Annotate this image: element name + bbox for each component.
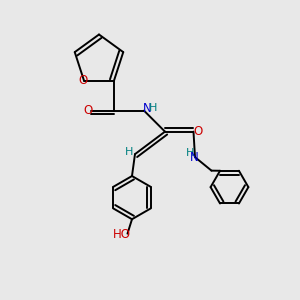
Text: N: N — [143, 102, 152, 115]
Text: O: O — [193, 125, 202, 138]
Text: H: H — [149, 103, 157, 113]
Text: H: H — [125, 147, 133, 157]
Text: H: H — [185, 148, 194, 158]
Text: N: N — [190, 151, 199, 164]
Text: HO: HO — [113, 228, 131, 241]
Text: O: O — [78, 74, 87, 87]
Text: O: O — [83, 104, 92, 117]
